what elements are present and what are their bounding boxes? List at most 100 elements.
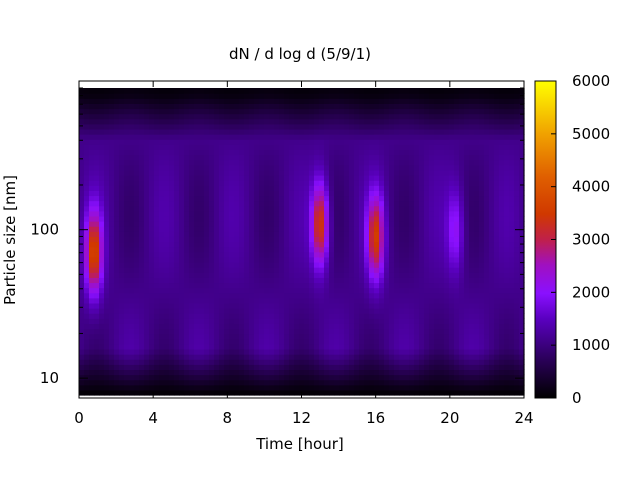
heatmap-cell bbox=[494, 389, 500, 396]
heatmap-cell bbox=[379, 379, 385, 386]
heatmap-cell bbox=[444, 103, 450, 110]
heatmap-cell bbox=[174, 154, 180, 161]
heatmap-cell bbox=[459, 169, 465, 176]
heatmap-cell bbox=[189, 251, 195, 258]
heatmap-cell bbox=[419, 134, 425, 140]
heatmap-cell bbox=[219, 251, 225, 258]
heatmap-cell bbox=[464, 297, 470, 304]
heatmap-cell bbox=[444, 348, 450, 355]
heatmap-cell bbox=[304, 282, 310, 289]
heatmap-cell bbox=[229, 354, 235, 360]
heatmap-cell bbox=[134, 338, 140, 345]
heatmap-cell bbox=[404, 113, 410, 120]
heatmap-cell bbox=[99, 226, 105, 232]
heatmap-cell bbox=[359, 256, 365, 263]
heatmap-cell bbox=[204, 318, 210, 324]
heatmap-cell bbox=[104, 343, 110, 350]
heatmap-cell bbox=[284, 149, 290, 156]
heatmap-cell bbox=[214, 113, 220, 120]
heatmap-cell bbox=[119, 149, 125, 156]
heatmap-cell bbox=[204, 236, 210, 243]
heatmap-cell bbox=[84, 256, 90, 263]
heatmap-cell bbox=[454, 164, 460, 171]
heatmap-cell bbox=[264, 185, 270, 191]
heatmap-cell bbox=[439, 123, 445, 130]
heatmap-cell bbox=[349, 113, 355, 120]
heatmap-cell bbox=[409, 297, 415, 304]
heatmap-cell bbox=[234, 113, 240, 120]
heatmap-cell bbox=[204, 215, 210, 222]
heatmap-cell bbox=[344, 272, 350, 278]
heatmap-cell bbox=[104, 251, 110, 258]
heatmap-cell bbox=[184, 159, 190, 166]
heatmap-cell bbox=[484, 221, 490, 227]
heatmap-cell bbox=[164, 108, 170, 115]
heatmap-cell bbox=[149, 103, 155, 110]
heatmap-cell bbox=[199, 354, 205, 360]
heatmap-cell bbox=[359, 231, 365, 237]
heatmap-cell bbox=[389, 215, 395, 222]
heatmap-cell bbox=[139, 277, 145, 284]
heatmap-cell bbox=[194, 205, 200, 212]
heatmap-cell bbox=[384, 231, 390, 237]
heatmap-cell bbox=[179, 333, 185, 340]
heatmap-cell bbox=[444, 98, 450, 104]
heatmap-cell bbox=[364, 190, 370, 197]
heatmap-cell bbox=[219, 134, 225, 140]
heatmap-cell bbox=[389, 118, 395, 125]
heatmap-cell bbox=[124, 348, 130, 355]
heatmap-cell bbox=[454, 389, 460, 396]
heatmap-cell bbox=[479, 287, 485, 294]
heatmap-cell bbox=[304, 154, 310, 161]
heatmap-cell bbox=[369, 389, 375, 396]
heatmap-cell bbox=[439, 210, 445, 217]
heatmap-cell bbox=[284, 123, 290, 130]
heatmap-cell bbox=[109, 277, 115, 284]
heatmap-cell bbox=[304, 241, 310, 248]
heatmap-cell bbox=[104, 374, 110, 381]
heatmap-cell bbox=[354, 154, 360, 161]
heatmap-cell bbox=[194, 108, 200, 115]
heatmap-cell bbox=[379, 369, 385, 376]
heatmap-cell bbox=[254, 379, 260, 386]
heatmap-cell bbox=[279, 379, 285, 386]
heatmap-cell bbox=[429, 384, 435, 391]
heatmap-cell bbox=[449, 195, 455, 202]
heatmap-cell bbox=[94, 93, 100, 99]
heatmap-cell bbox=[289, 88, 295, 94]
heatmap-cell bbox=[339, 251, 345, 258]
heatmap-cell bbox=[484, 93, 490, 99]
heatmap-cell bbox=[444, 251, 450, 258]
heatmap-cell bbox=[259, 185, 265, 191]
heatmap-cell bbox=[254, 241, 260, 248]
heatmap-cell bbox=[479, 88, 485, 94]
heatmap-cell bbox=[419, 251, 425, 258]
heatmap-cell bbox=[319, 287, 325, 294]
heatmap-cell bbox=[219, 200, 225, 207]
heatmap-cell bbox=[269, 154, 275, 161]
heatmap-cell bbox=[249, 159, 255, 166]
heatmap-cell bbox=[459, 113, 465, 120]
heatmap-cell bbox=[379, 328, 385, 335]
heatmap-cell bbox=[94, 297, 100, 304]
heatmap-cell bbox=[424, 226, 430, 232]
heatmap-cell bbox=[264, 267, 270, 273]
heatmap-cell bbox=[184, 261, 190, 268]
heatmap-cell bbox=[444, 118, 450, 125]
heatmap-cell bbox=[249, 297, 255, 304]
heatmap-cell bbox=[194, 343, 200, 350]
heatmap-cell bbox=[454, 369, 460, 376]
heatmap-cell bbox=[394, 164, 400, 171]
heatmap-cell bbox=[389, 297, 395, 304]
heatmap-cell bbox=[344, 93, 350, 99]
heatmap-cell bbox=[359, 287, 365, 294]
heatmap-cell bbox=[154, 338, 160, 345]
heatmap-cell bbox=[149, 215, 155, 222]
heatmap-cell bbox=[314, 88, 320, 94]
heatmap-cell bbox=[189, 231, 195, 237]
heatmap-cell bbox=[444, 185, 450, 191]
heatmap-cell bbox=[209, 287, 215, 294]
heatmap-cell bbox=[409, 169, 415, 176]
heatmap-cell bbox=[294, 277, 300, 284]
heatmap-cell bbox=[199, 200, 205, 207]
